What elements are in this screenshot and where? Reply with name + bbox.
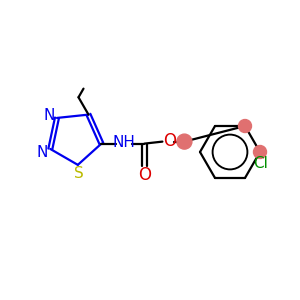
Text: N: N [37,146,48,160]
Text: O: O [138,166,151,184]
Text: S: S [74,167,84,182]
Text: Cl: Cl [254,157,268,172]
Circle shape [254,146,266,158]
Text: O: O [163,132,176,150]
Text: NH: NH [113,135,136,150]
Circle shape [238,119,251,133]
Circle shape [177,134,192,149]
Text: N: N [43,108,55,123]
